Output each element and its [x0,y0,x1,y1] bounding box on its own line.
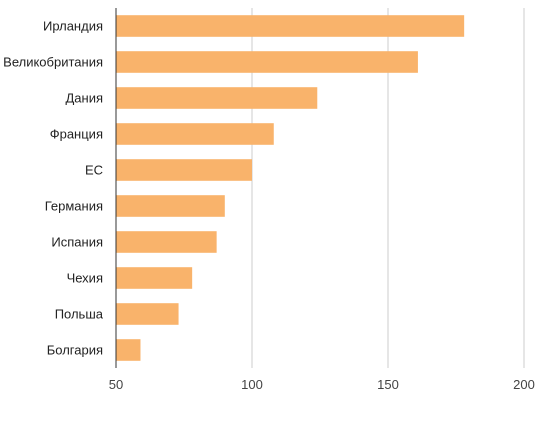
category-label: Франция [50,127,103,142]
category-label: Чехия [67,271,103,286]
bar [116,195,225,217]
bar [116,303,179,325]
category-label: Болгария [47,343,103,358]
x-axis-tick-labels: 50 100 150 200 [109,377,535,392]
bar [116,51,418,73]
bar [116,339,141,361]
bar [116,231,217,253]
category-label: Испания [51,235,103,250]
category-label: Дания [65,91,103,106]
bar [116,123,274,145]
category-label: Польша [55,307,104,322]
x-tick-label: 100 [241,377,263,392]
category-label: Ирландия [43,19,103,34]
x-tick-label: 200 [513,377,535,392]
bar [116,87,318,109]
category-label: Германия [45,199,103,214]
bar [116,15,465,37]
category-label: Великобритания [3,55,103,70]
x-tick-label: 50 [109,377,123,392]
bar [116,267,193,289]
category-labels: Ирландия Великобритания Дания Франция ЕС Герм… [3,19,104,358]
x-tick-label: 150 [377,377,399,392]
bars [116,15,465,361]
bar [116,159,252,181]
category-label: ЕС [85,163,103,178]
